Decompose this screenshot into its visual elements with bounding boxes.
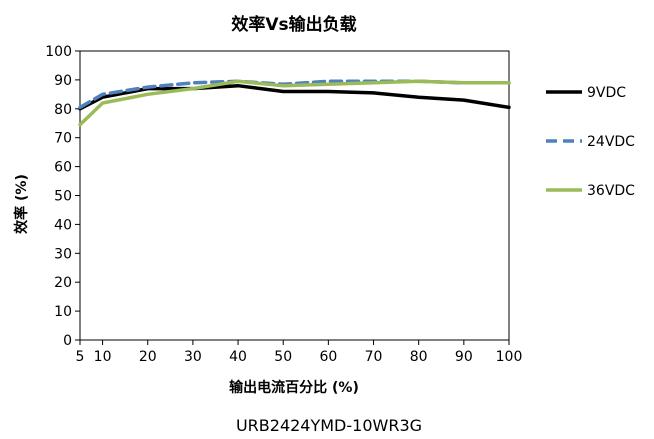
x-tick-label: 10 bbox=[94, 349, 112, 365]
chart-caption: URB2424YMD-10WR3G bbox=[236, 416, 422, 435]
y-tick-label: 50 bbox=[54, 189, 72, 205]
x-tick-label: 80 bbox=[410, 349, 428, 365]
y-tick-label: 100 bbox=[45, 44, 72, 60]
y-tick-label: 20 bbox=[54, 275, 72, 291]
plot-area: 0 10 20 30 40 50 60 70 80 90 100 5 10 20 30 40 50 60 70 80 9… bbox=[45, 44, 522, 365]
y-tick-label: 70 bbox=[54, 131, 72, 147]
series-line-36vdc bbox=[78, 79, 511, 127]
y-tick-label: 80 bbox=[54, 102, 72, 118]
x-tick-label: 5 bbox=[76, 349, 85, 365]
x-tick-label: 50 bbox=[274, 349, 292, 365]
x-tick-label: 30 bbox=[184, 349, 202, 365]
y-tick-label: 90 bbox=[54, 73, 72, 89]
y-tick-label: 40 bbox=[54, 217, 72, 233]
legend-label-24vdc: 24VDC bbox=[587, 134, 635, 150]
legend: 9VDC 24VDC 36VDC bbox=[546, 85, 635, 199]
x-tick-label: 70 bbox=[365, 349, 383, 365]
x-tick-label: 60 bbox=[319, 349, 337, 365]
chart-title: 效率Vs输出负载 bbox=[231, 14, 356, 35]
legend-label-36vdc: 36VDC bbox=[587, 183, 635, 199]
series-line-9vdc bbox=[78, 83, 511, 111]
x-tick-label: 100 bbox=[496, 349, 523, 365]
x-tick-label: 20 bbox=[139, 349, 157, 365]
y-tick-label: 0 bbox=[63, 333, 72, 349]
legend-label-9vdc: 9VDC bbox=[587, 85, 626, 101]
y-axis-label: 效率 (%) bbox=[13, 174, 30, 234]
y-tick-label: 10 bbox=[54, 304, 72, 320]
x-axis-label: 输出电流百分比 (%) bbox=[229, 379, 359, 396]
x-tick-label: 90 bbox=[455, 349, 473, 365]
y-tick-label: 60 bbox=[54, 160, 72, 176]
y-tick-label: 30 bbox=[54, 246, 72, 262]
x-tick-label: 40 bbox=[229, 349, 247, 365]
